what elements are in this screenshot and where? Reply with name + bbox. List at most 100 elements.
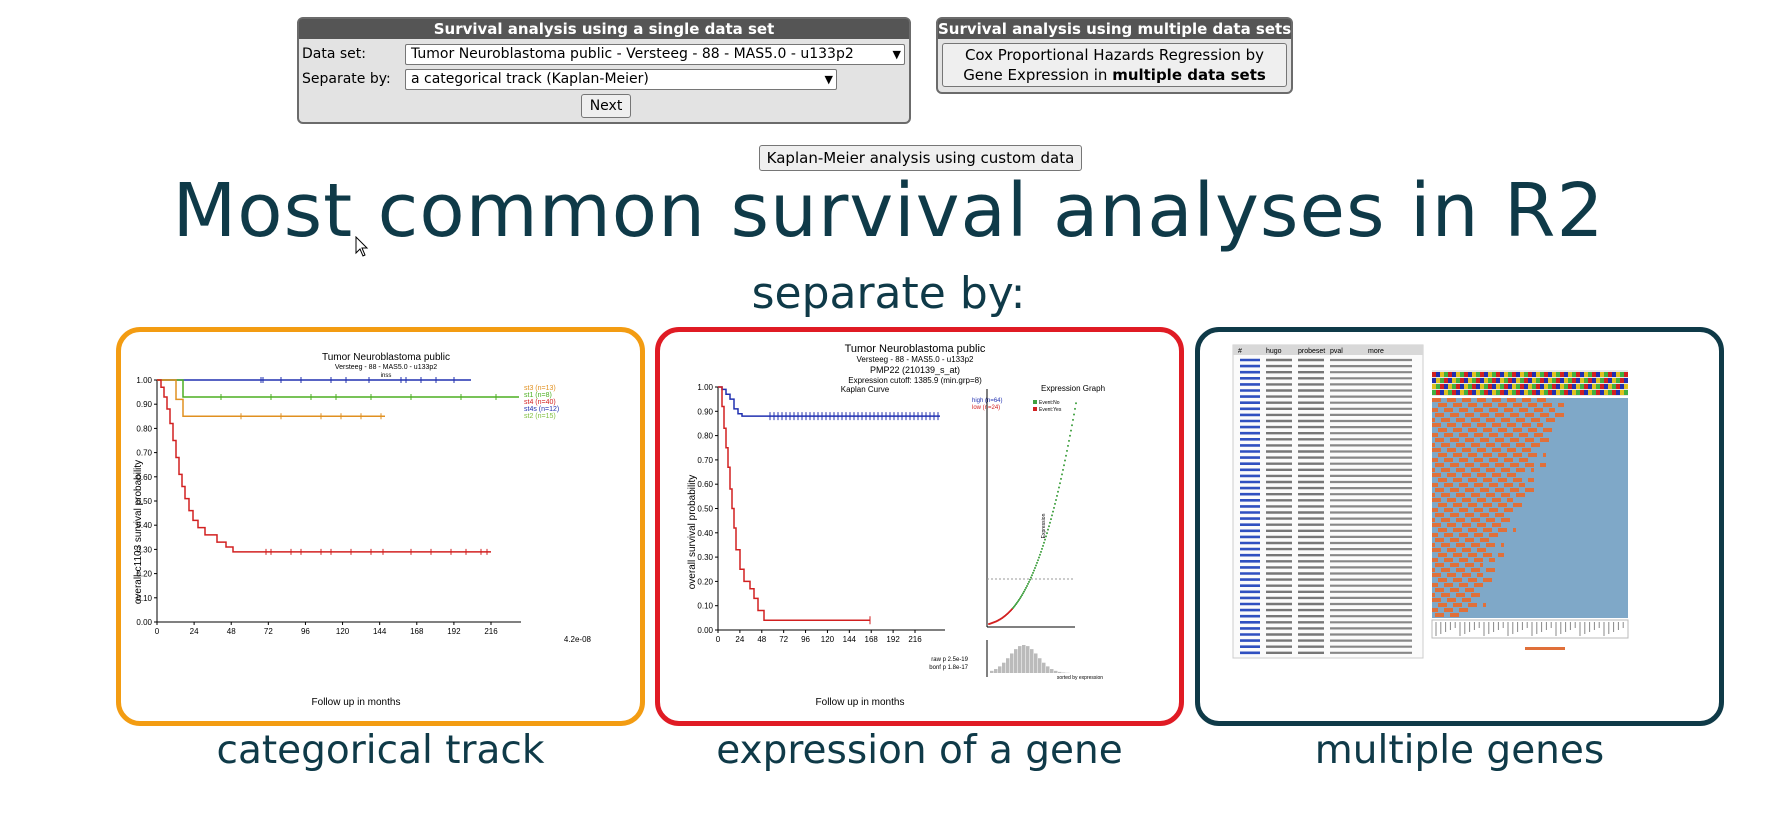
heatmap-cell: [1495, 508, 1498, 512]
heatmap-cell: [1483, 488, 1486, 492]
heatmap-cell: [1477, 568, 1480, 572]
x-tick-label: 48: [757, 635, 766, 644]
heatmap-cell: [1510, 438, 1513, 442]
heatmap-cell: [1534, 408, 1537, 412]
heatmap-cell: [1462, 598, 1465, 602]
heatmap-cell: [1456, 578, 1459, 582]
annotation-cell: [1576, 378, 1580, 383]
heatmap-cell: [1510, 483, 1513, 487]
heatmap-cell: [1492, 398, 1495, 402]
annotation-cell: [1624, 378, 1628, 383]
heatmap-cell: [1459, 483, 1462, 487]
heatmap-cell: [1483, 553, 1486, 557]
heatmap-cell: [1471, 503, 1474, 507]
heatmap-cell: [1555, 413, 1558, 417]
next-button[interactable]: Next: [581, 94, 631, 118]
annotation-cell: [1540, 378, 1544, 383]
heatmap-cell: [1462, 433, 1465, 437]
heatmap-cell: [1537, 408, 1540, 412]
heatmap-cell: [1495, 398, 1498, 402]
heatmap-cell: [1459, 458, 1462, 462]
annotation-cell: [1448, 384, 1452, 389]
heatmap-cell: [1441, 468, 1444, 472]
expr-point: [1033, 569, 1035, 572]
annotation-cell: [1472, 390, 1476, 395]
heatmap-cell: [1477, 448, 1480, 452]
dataset-select[interactable]: Tumor Neuroblastoma public - Versteeg - …: [405, 44, 905, 65]
annotation-cell: [1608, 378, 1612, 383]
categorical-track-card[interactable]: Tumor Neuroblastoma public Versteeg - 88…: [116, 327, 645, 726]
annotation-cell: [1556, 390, 1560, 395]
heatmap-cell: [1432, 483, 1435, 487]
annotation-cell: [1488, 384, 1492, 389]
heatmap-cell: [1474, 443, 1477, 447]
heatmap-cell: [1489, 418, 1492, 422]
heatmap-cell: [1483, 513, 1486, 517]
heatmap-cell: [1450, 548, 1453, 552]
heatmap-cell: [1471, 578, 1474, 582]
heatmap-cell: [1468, 563, 1471, 567]
annotation-cell: [1528, 372, 1532, 377]
annotation-cell: [1616, 390, 1620, 395]
heatmap-cell: [1522, 408, 1525, 412]
heatmap-cell: [1528, 413, 1531, 417]
expr-point: [1024, 588, 1026, 591]
gene-expression-card[interactable]: Tumor Neuroblastoma public Versteeg - 88…: [655, 327, 1184, 726]
heatmap-cell: [1477, 443, 1480, 447]
expr-point: [1061, 473, 1063, 476]
multiple-genes-card[interactable]: # hugo probeset pval more: [1195, 327, 1724, 726]
heatmap-cell: [1438, 453, 1441, 457]
annotation-cell: [1468, 372, 1472, 377]
annotation-cell: [1456, 372, 1460, 377]
heatmap-cell: [1465, 473, 1468, 477]
heatmap-cell: [1495, 408, 1498, 412]
heatmap-cell: [1507, 518, 1510, 522]
heatmap-cell: [1483, 473, 1486, 477]
annotation-cell: [1476, 390, 1480, 395]
heatmap-cell: [1480, 423, 1483, 427]
heatmap-cell: [1432, 608, 1435, 612]
custom-km-button[interactable]: Kaplan-Meier analysis using custom data: [759, 145, 1082, 171]
cox-regression-button[interactable]: Cox Proportional Hazards Regression by G…: [942, 43, 1287, 87]
annotation-cell: [1544, 384, 1548, 389]
chart2-sorted-label: sorted by expression: [1057, 675, 1103, 681]
hist-bar: [1058, 671, 1062, 673]
hist-bar: [1026, 646, 1030, 673]
annotation-cell: [1476, 372, 1480, 377]
annotation-cell: [1624, 372, 1628, 377]
heatmap-cell: [1432, 493, 1435, 497]
heatmap-cell: [1468, 503, 1471, 507]
heatmap-cell: [1537, 423, 1540, 427]
heatmap-cell: [1465, 463, 1468, 467]
heatmap-cell: [1462, 448, 1465, 452]
heatmap-cell: [1462, 398, 1465, 402]
annotation-cell: [1556, 378, 1560, 383]
heatmap-cell: [1495, 438, 1498, 442]
heatmap-cell: [1534, 428, 1537, 432]
heatmap-cell: [1492, 543, 1495, 547]
heatmap-cell: [1456, 543, 1459, 547]
heatmap-cell: [1486, 438, 1489, 442]
curve-st4: [157, 379, 491, 553]
dataset-select-value: Tumor Neuroblastoma public - Versteeg - …: [411, 46, 854, 62]
chart2-km-title: Kaplan Curve: [841, 385, 890, 394]
x-tick-label: 24: [735, 635, 744, 644]
heatmap-cell: [1489, 478, 1492, 482]
heatmap-cell: [1447, 518, 1450, 522]
heatmap-cell: [1435, 523, 1438, 527]
heatmap-cell: [1447, 423, 1450, 427]
heatmap-cell: [1444, 533, 1447, 537]
x-tick-label: 72: [264, 627, 273, 636]
heatmap-cell: [1519, 443, 1522, 447]
y-tick-label: 0.00: [697, 626, 713, 635]
heatmap-cell: [1528, 403, 1531, 407]
separate-by-select[interactable]: a categorical track (Kaplan-Meier) ▼: [405, 69, 837, 90]
heatmap-cell: [1432, 443, 1435, 447]
annotation-cell: [1612, 372, 1616, 377]
heatmap-cell: [1456, 418, 1459, 422]
annotation-cell: [1564, 372, 1568, 377]
hist-bar: [994, 669, 998, 673]
x-tick-label: 24: [190, 627, 199, 636]
caption-multiple-genes: multiple genes: [1314, 728, 1605, 773]
heatmap-cell: [1435, 408, 1438, 412]
